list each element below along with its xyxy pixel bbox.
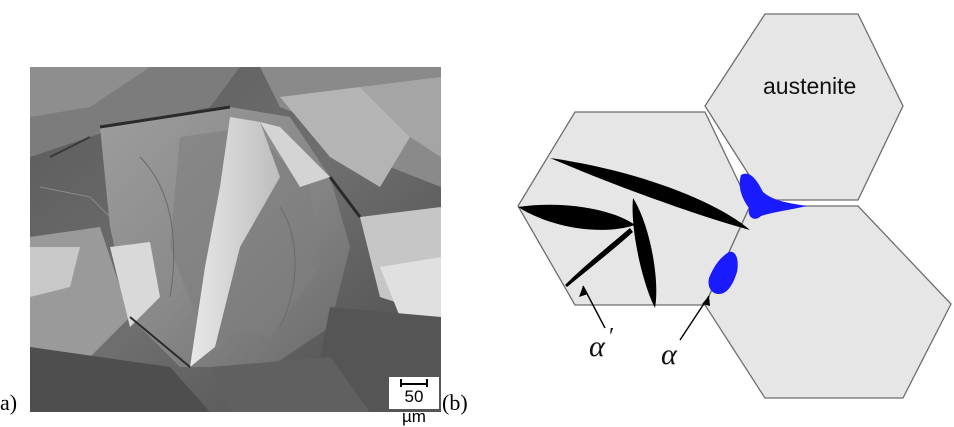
sem-fracture-micrograph: [30, 67, 441, 412]
alpha-arrowhead: [702, 296, 710, 306]
panel-a-label: a): [0, 390, 18, 415]
alpha-phase-patch: [739, 173, 807, 219]
scalebar-background: [389, 377, 439, 409]
alpha-prime-needle: [565, 228, 633, 287]
alpha-prime-needle: [550, 158, 750, 230]
alpha-phase-patch: [708, 251, 738, 294]
alpha-prime-needle: [632, 198, 657, 308]
grain-top-right: [704, 13, 904, 201]
alpha-symbol: α: [661, 338, 678, 371]
austenite-label: austenite: [763, 73, 856, 99]
grain-bottom-right: [704, 205, 952, 399]
alpha-prime-symbol: α: [589, 330, 606, 363]
scalebar-label: 50 µm: [402, 387, 426, 426]
alpha-prime-needle: [518, 204, 635, 230]
scalebar-line: [400, 383, 428, 385]
alpha-prime-arrowhead: [579, 286, 588, 297]
scalebar-tick-right: [426, 379, 428, 387]
alpha-prime-mark: ′: [609, 324, 614, 350]
microstructure-schematic: austenite α ′ α: [517, 13, 952, 399]
panel-b-label: (b): [442, 390, 468, 415]
